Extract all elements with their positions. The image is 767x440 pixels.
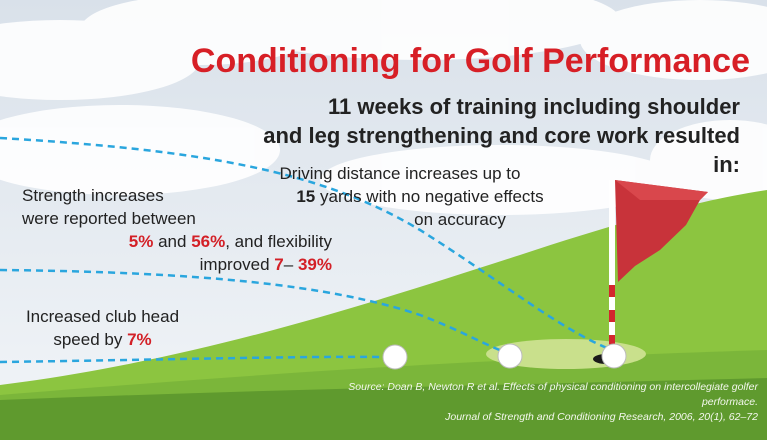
value: 5% xyxy=(128,232,154,251)
text: – xyxy=(283,255,294,274)
text: Increased club head xyxy=(25,307,180,326)
text: were reported between xyxy=(22,209,196,228)
value: 39% xyxy=(297,255,332,274)
value: 15 xyxy=(296,187,316,206)
subtitle-line: and leg strengthening and core work resu… xyxy=(263,123,740,177)
subtitle-line: 11 weeks of training including shoulder xyxy=(328,94,740,119)
text: improved xyxy=(199,255,270,274)
line: 5% and 56%, and flexibility xyxy=(10,230,332,253)
source: Source: Doan B, Newton R et al. Effects … xyxy=(300,380,758,425)
text: Driving distance increases up to xyxy=(279,164,521,183)
value: 7 xyxy=(274,255,284,274)
title: Conditioning for Golf Performance xyxy=(190,42,750,80)
text: speed by xyxy=(53,330,123,349)
driving-callout: Driving distance increases up to 15 yard… xyxy=(270,162,570,231)
line: 15 yards with no negative effects xyxy=(270,185,570,208)
line: improved 7– 39% xyxy=(10,253,332,276)
text: and xyxy=(158,232,187,251)
source-line: Journal of Strength and Conditioning Res… xyxy=(445,411,758,423)
text: yards with no negative effects xyxy=(320,187,544,206)
value: 56% xyxy=(191,232,226,251)
subtitle: 11 weeks of training including shoulder … xyxy=(250,92,740,179)
value: 7% xyxy=(127,330,152,349)
text: Strength increases xyxy=(22,186,164,205)
source-line: Source: Doan B, Newton R et al. Effects … xyxy=(348,381,758,408)
line: speed by 7% xyxy=(10,328,195,351)
text: , and flexibility xyxy=(225,232,332,251)
strength-callout: Strength increases were reported between… xyxy=(10,184,332,276)
club-callout: Increased club head speed by 7% xyxy=(10,305,195,351)
text: on accuracy xyxy=(414,210,506,229)
